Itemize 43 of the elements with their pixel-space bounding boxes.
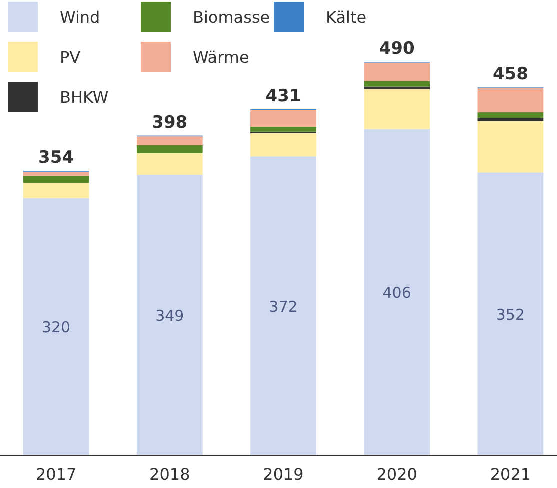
bar — [136, 175, 203, 455]
data-label: 349 — [156, 307, 184, 326]
x-tick-label: 2017 — [36, 465, 77, 484]
bar — [364, 86, 430, 90]
x-tick-label: 2019 — [263, 465, 304, 484]
x-tick-label: 2020 — [376, 465, 418, 484]
bar — [250, 110, 316, 127]
bar — [478, 172, 544, 455]
total-label: 431 — [266, 86, 302, 106]
data-label: 406 — [382, 284, 412, 302]
legend-label: BHKW — [60, 88, 109, 107]
data-label: 352 — [496, 306, 526, 324]
bar — [23, 176, 90, 184]
legend-label: Kälte — [326, 8, 367, 27]
bar — [478, 118, 544, 122]
bar — [136, 153, 203, 176]
bar — [478, 121, 544, 173]
legend-label: PV — [60, 48, 81, 67]
bar — [136, 136, 203, 146]
legend-label: Biomasse — [193, 8, 270, 27]
bar — [364, 62, 430, 82]
bar — [364, 89, 430, 130]
total-label: 398 — [152, 112, 188, 133]
bar — [136, 145, 203, 154]
bar — [250, 126, 316, 132]
x-tick-label: 2021 — [490, 465, 532, 484]
total-label: 490 — [379, 39, 416, 59]
bar — [478, 112, 544, 118]
data-label: 320 — [42, 318, 71, 337]
total-label: 458 — [492, 64, 528, 85]
bar — [364, 129, 430, 455]
legend-label: Wind — [60, 8, 100, 27]
bar — [250, 133, 316, 157]
bar — [23, 198, 90, 455]
total-label: 354 — [38, 148, 74, 168]
bar — [364, 81, 430, 87]
bar — [250, 156, 316, 455]
bar — [23, 172, 90, 176]
legend-label: Wärme — [193, 48, 250, 67]
bar — [23, 183, 90, 198]
x-tick-label: 2018 — [150, 465, 190, 484]
bar — [478, 88, 544, 113]
data-label: 372 — [269, 298, 298, 316]
